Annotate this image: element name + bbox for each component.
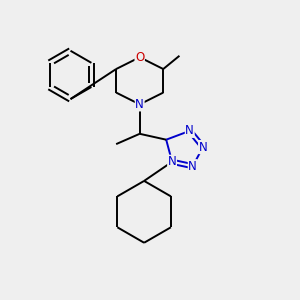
Text: N: N <box>185 124 194 137</box>
Text: N: N <box>135 98 144 111</box>
Text: O: O <box>135 51 144 64</box>
Text: N: N <box>168 155 176 168</box>
Text: N: N <box>199 141 207 154</box>
Text: N: N <box>188 160 197 173</box>
